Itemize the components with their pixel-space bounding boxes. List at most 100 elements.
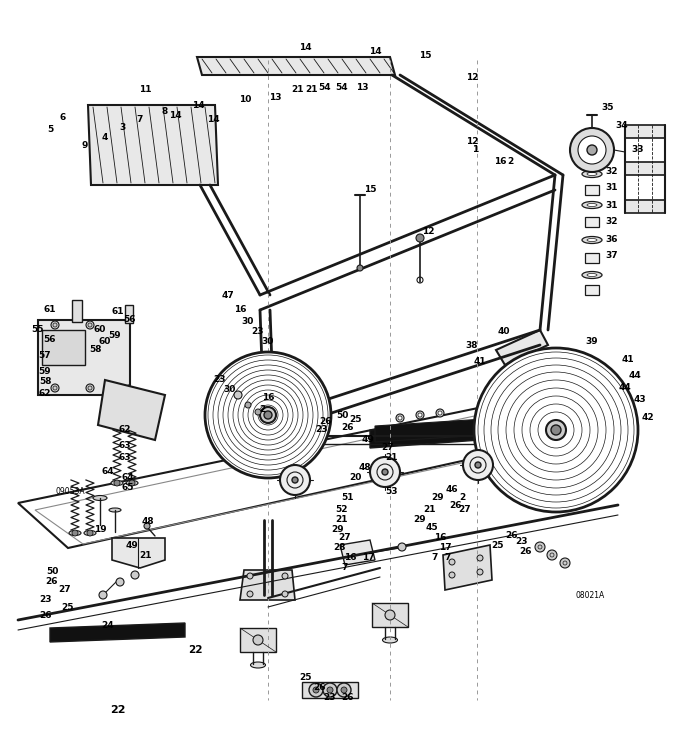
Text: 41: 41 (622, 355, 634, 365)
Text: 16: 16 (344, 554, 356, 562)
Text: 28: 28 (334, 543, 346, 553)
Text: 58: 58 (89, 345, 101, 354)
Text: 16: 16 (434, 533, 446, 542)
Text: 7: 7 (342, 563, 348, 573)
Polygon shape (240, 570, 295, 600)
Circle shape (86, 321, 94, 329)
Circle shape (282, 573, 288, 579)
Text: 56: 56 (124, 316, 136, 325)
Text: 34: 34 (615, 120, 628, 129)
Text: 57: 57 (39, 351, 51, 360)
Ellipse shape (111, 481, 123, 485)
Circle shape (337, 683, 351, 697)
Circle shape (341, 687, 347, 693)
Text: 26: 26 (506, 531, 518, 539)
Text: 26: 26 (519, 548, 531, 557)
Text: 11: 11 (139, 85, 151, 94)
Text: 33: 33 (632, 146, 644, 155)
Ellipse shape (582, 170, 602, 178)
Text: 25: 25 (349, 415, 361, 424)
Circle shape (327, 687, 333, 693)
Text: 53: 53 (386, 487, 398, 496)
Text: 35: 35 (602, 103, 614, 112)
Text: 29: 29 (332, 525, 344, 534)
Text: 54: 54 (336, 83, 348, 92)
Text: 23: 23 (324, 693, 336, 702)
Text: 38: 38 (466, 340, 478, 349)
Text: 43: 43 (634, 395, 646, 404)
Text: 14: 14 (207, 115, 220, 125)
Text: 52: 52 (336, 505, 348, 514)
Text: 42: 42 (642, 414, 654, 423)
Text: 31: 31 (606, 184, 618, 192)
Polygon shape (625, 200, 665, 213)
Text: 15: 15 (419, 51, 431, 59)
Text: 39: 39 (585, 337, 598, 346)
Text: 2: 2 (507, 158, 513, 166)
Text: 54: 54 (319, 83, 331, 92)
Text: 32: 32 (606, 167, 618, 177)
Text: 26: 26 (46, 577, 58, 586)
Circle shape (416, 234, 424, 242)
Polygon shape (228, 378, 250, 395)
Polygon shape (42, 330, 85, 365)
Text: 2: 2 (259, 406, 265, 415)
Circle shape (86, 384, 94, 392)
Text: 32: 32 (606, 218, 618, 227)
Text: 27: 27 (339, 533, 352, 542)
Text: 47: 47 (222, 291, 235, 299)
Text: 23: 23 (515, 537, 528, 547)
Circle shape (234, 391, 242, 399)
Text: 3: 3 (119, 123, 125, 132)
Text: 36: 36 (606, 236, 618, 244)
Text: 25: 25 (492, 540, 505, 550)
Ellipse shape (250, 662, 265, 668)
Text: 8: 8 (162, 108, 168, 117)
Circle shape (87, 530, 93, 536)
Text: 16: 16 (262, 394, 274, 403)
Text: 58: 58 (39, 377, 51, 386)
Polygon shape (50, 623, 185, 642)
Circle shape (280, 465, 310, 495)
Ellipse shape (109, 508, 121, 512)
Circle shape (438, 411, 442, 415)
Text: 61: 61 (112, 308, 124, 317)
Text: 23: 23 (252, 328, 265, 337)
Text: 1: 1 (472, 146, 478, 155)
Circle shape (474, 348, 638, 512)
Text: 37: 37 (606, 250, 618, 259)
Text: 26: 26 (319, 418, 331, 426)
Circle shape (535, 542, 545, 552)
Circle shape (370, 457, 400, 487)
Text: 6: 6 (60, 114, 66, 123)
Text: 24: 24 (102, 620, 114, 629)
Text: 17: 17 (362, 554, 374, 562)
Text: 46: 46 (445, 485, 458, 495)
Circle shape (570, 128, 614, 172)
Text: 13: 13 (269, 94, 282, 103)
Ellipse shape (587, 204, 597, 207)
Polygon shape (88, 105, 218, 185)
Ellipse shape (582, 236, 602, 244)
Text: 50: 50 (336, 410, 348, 420)
Circle shape (477, 569, 483, 575)
Text: 12: 12 (422, 227, 435, 236)
Ellipse shape (587, 132, 597, 134)
Text: 21: 21 (424, 505, 437, 514)
Text: 65: 65 (122, 482, 134, 492)
Text: 27: 27 (459, 505, 471, 514)
Polygon shape (370, 422, 480, 448)
Text: 21: 21 (292, 85, 304, 94)
Polygon shape (340, 540, 375, 565)
Text: 21: 21 (139, 551, 151, 559)
Circle shape (245, 402, 251, 408)
Text: 21: 21 (336, 516, 348, 525)
Polygon shape (625, 162, 665, 175)
Text: 22: 22 (110, 705, 126, 715)
Text: 62: 62 (39, 389, 51, 398)
Text: 20: 20 (349, 473, 361, 482)
Circle shape (292, 477, 298, 483)
Circle shape (247, 591, 253, 597)
Circle shape (51, 384, 59, 392)
Text: 30: 30 (262, 337, 274, 346)
